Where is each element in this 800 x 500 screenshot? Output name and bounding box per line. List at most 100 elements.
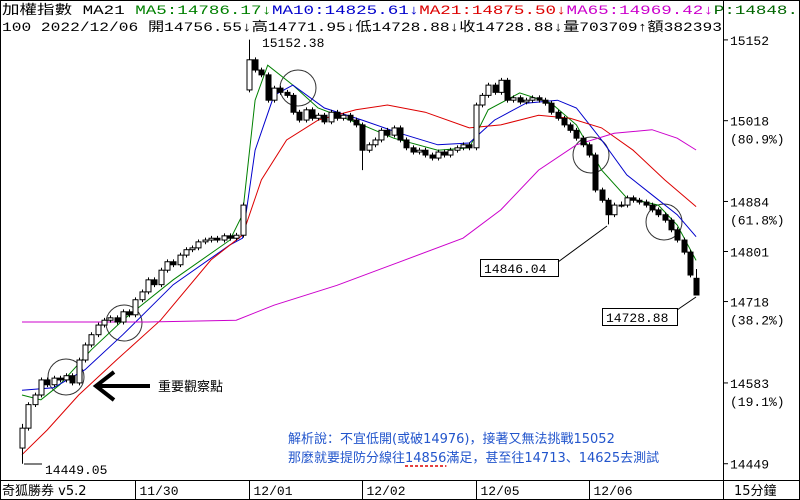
candle-body (435, 151, 442, 159)
candle-body (25, 404, 32, 429)
circle (572, 136, 610, 174)
candle-body (643, 201, 650, 206)
candle-body (126, 311, 133, 316)
candle-body (271, 87, 278, 101)
candle-body (391, 127, 398, 136)
ma-line (22, 129, 697, 323)
candle-body (466, 144, 473, 149)
y-tick-label: 15152 (730, 34, 769, 49)
annotation-box (602, 308, 678, 326)
candle-body (120, 311, 127, 323)
candle-body (378, 129, 385, 141)
plot (19, 39, 700, 464)
candle-body (384, 129, 391, 136)
candle-body (277, 87, 284, 93)
annotation-low: 14846.04 (484, 262, 547, 277)
candle-body (555, 111, 562, 119)
note-line: 那麼就要提防分線往14856滿足，甚至往14713、14625去測試 (288, 450, 659, 466)
candle-body (479, 94, 486, 106)
y-tick-label: 15018 (730, 115, 769, 130)
candle-body (573, 129, 580, 139)
candle-body (548, 102, 555, 113)
candle-body (321, 114, 328, 123)
candle-body (523, 99, 530, 103)
x-tick-label: 12/06 (594, 484, 633, 499)
callout: 重要觀察點 (158, 379, 223, 395)
candle-body (63, 375, 70, 381)
note-text: 滿足，甚至往14713、14625去測試 (446, 450, 659, 466)
candle-body (57, 377, 64, 381)
candle-body (328, 111, 335, 123)
footer-brand: 奇狐勝券 v5.2 (2, 483, 87, 499)
candle-body (485, 84, 492, 96)
candle-body (492, 84, 499, 93)
x-tick-label: 11/30 (140, 484, 179, 499)
candle-body (611, 204, 618, 216)
candle-body (460, 144, 467, 149)
candle-body (95, 324, 102, 336)
candle-body (189, 247, 196, 251)
ma-line (21, 84, 697, 391)
candle-body (32, 394, 39, 406)
candle-body (132, 299, 139, 316)
candle-body (624, 197, 631, 206)
candle-body (82, 344, 89, 361)
note-text: 那麼就要提防分線往 (288, 450, 405, 466)
candle-body (340, 114, 347, 119)
y-tick-label: 14449 (730, 458, 769, 473)
candle-body (599, 189, 606, 201)
candle-body (284, 91, 291, 96)
candle-body (44, 379, 51, 386)
candle-body (38, 379, 45, 396)
candle-body (529, 97, 536, 101)
candle-body (687, 251, 694, 276)
candle-body (88, 334, 95, 346)
candle-body (605, 199, 612, 216)
candle-body (649, 204, 656, 211)
candle-body (618, 204, 625, 207)
note-highlight: 14856 (405, 451, 446, 466)
candle-body (422, 149, 429, 156)
ma-line (21, 104, 697, 456)
candle-body (139, 291, 146, 301)
candle-body (76, 359, 83, 384)
candle-body (315, 114, 322, 119)
candle-body (240, 204, 247, 236)
candle-body (202, 239, 209, 243)
x-tick-label: 12/05 (481, 484, 520, 499)
candle-body (265, 74, 272, 101)
candle-body (674, 229, 681, 241)
candle-body (366, 144, 373, 151)
candle-body (586, 144, 593, 156)
candle-body (636, 199, 643, 203)
candle-body (246, 59, 253, 91)
candle-body (296, 111, 303, 121)
note-line: 解析說：不宜低開(或破14976)，接著又無法挑戰15052 (288, 431, 615, 447)
candle-body (655, 209, 662, 216)
candle-body (416, 149, 423, 153)
annotation-bottom: 14449.05 (45, 463, 107, 478)
candle-body (114, 317, 121, 323)
candle-body (208, 237, 215, 241)
candle-body (498, 79, 505, 93)
candle-body (592, 154, 599, 191)
y-tick-label: 14718 (730, 296, 769, 311)
candle-body (441, 151, 448, 156)
candle-body (473, 104, 480, 149)
title-part: MA10:14825.61↓ (272, 3, 419, 18)
candle-body (353, 119, 360, 126)
candle-body (252, 59, 259, 71)
candle-body (517, 97, 524, 103)
candle-body (454, 147, 461, 151)
candle-body (107, 317, 114, 321)
leader-line (557, 225, 608, 263)
candle-body (510, 97, 517, 101)
fib-label: (80.9%) (730, 133, 785, 148)
candle-body (668, 219, 675, 231)
candle-body (227, 235, 234, 239)
candle-body (580, 137, 587, 146)
annotation-box (480, 259, 559, 277)
candle-body (334, 111, 341, 119)
candle-body (504, 79, 511, 101)
